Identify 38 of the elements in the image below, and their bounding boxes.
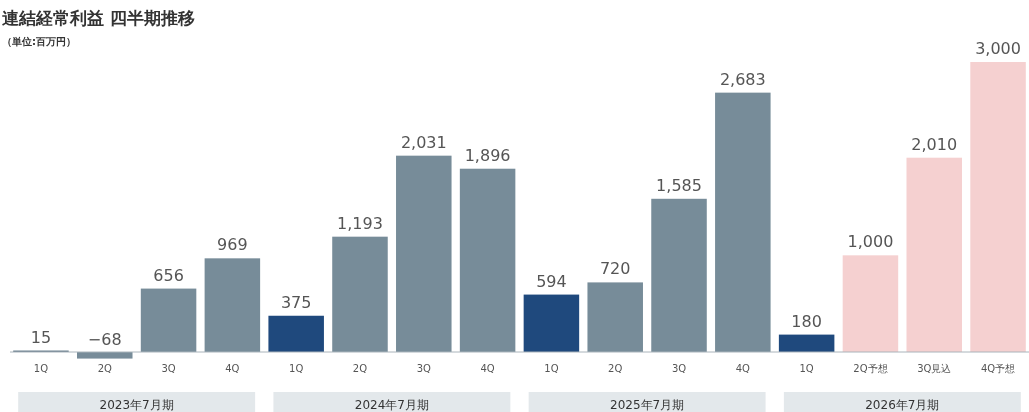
data-label: 2,031: [400, 132, 447, 152]
data-label: 1,585: [656, 175, 702, 195]
data-label: 1,193: [337, 213, 383, 233]
data-label: 375: [280, 292, 312, 312]
text: 2026年7月期: [865, 398, 940, 412]
x-tick-label: 4Q予想: [980, 363, 1016, 374]
text: 2023年7月期: [99, 398, 174, 412]
text: 2024年7月期: [354, 398, 429, 412]
data-label: 969: [217, 235, 248, 255]
x-tick-label: 2Q: [608, 363, 623, 374]
data-label: 594: [536, 271, 567, 291]
data-label: 2,683: [719, 69, 766, 89]
data-label: 656: [153, 265, 184, 285]
x-tick-label: 4Q: [225, 363, 240, 374]
x-tick-label: 4Q: [735, 363, 751, 374]
data-label: 1,000: [847, 232, 894, 252]
x-tick-label: 3Q見込: [917, 363, 952, 374]
data-label: 3,000: [975, 39, 1021, 58]
chart-title: 連結経常利益 四半期推移: [2, 8, 195, 28]
x-tick-label: 1Q: [33, 363, 49, 374]
data-label: 720: [599, 259, 631, 279]
data-label: 180: [791, 311, 822, 331]
x-tick-label: 1Q: [544, 363, 559, 374]
x-tick-label: 3Q: [671, 363, 687, 374]
x-tick-label: 1Q: [799, 363, 814, 374]
data-label: −68: [87, 330, 122, 349]
data-label: 2,010: [911, 134, 958, 154]
data-label: 15: [30, 327, 52, 347]
x-tick-label: 2Q: [352, 363, 368, 374]
x-tick-label: 2Q: [97, 363, 112, 374]
x-tick-label: 4Q: [480, 363, 495, 374]
x-tick-label: 1Q: [289, 363, 304, 374]
x-tick-label: 3Q: [161, 363, 176, 374]
x-tick-label: 3Q: [416, 363, 432, 374]
chart-subtitle: （単位:百万円）: [2, 36, 76, 47]
data-label: 1,896: [464, 145, 511, 165]
text: 2025年7月期: [610, 398, 685, 412]
x-tick-label: 2Q予想: [853, 363, 888, 374]
